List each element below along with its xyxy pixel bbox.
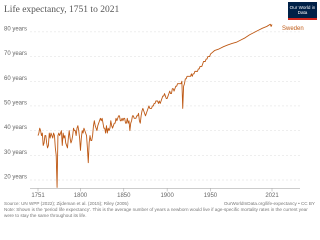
- url: OurWorldInData.org/life-expectancy • CC …: [224, 201, 315, 206]
- logo-underline: [288, 18, 317, 20]
- series-line: [37, 23, 273, 188]
- y-tick-label: 30 years: [4, 150, 27, 156]
- y-tick-label: 70 years: [4, 51, 27, 57]
- x-tick-label: 1950: [204, 193, 218, 199]
- x-tick-label: 1900: [160, 193, 174, 199]
- y-tick-label: 80 years: [4, 26, 27, 32]
- chart-title: Life expectancy, 1751 to 2021: [4, 4, 119, 15]
- x-tick-label: 2021: [265, 193, 279, 199]
- x-tick-label: 1751: [31, 193, 45, 199]
- logo: Our World in Data: [288, 2, 317, 20]
- chart: Life expectancy, 1751 to 2021 Our World …: [4, 2, 317, 218]
- series-label: Sweden: [282, 26, 304, 32]
- x-tick-label: 1850: [117, 193, 131, 199]
- logo-text-box: Our World in Data: [289, 5, 316, 15]
- x-tick-label: 1800: [74, 193, 88, 199]
- logo-text: Our World in Data: [289, 5, 316, 15]
- note-box: Note: Shown is the 'period life expectan…: [4, 207, 308, 218]
- y-tick-label: 60 years: [4, 76, 27, 82]
- y-tick-label: 40 years: [4, 125, 27, 131]
- source: Source: UN WPP (2022); Zijdeman et al. (…: [4, 201, 129, 206]
- y-tick-label: 20 years: [4, 175, 27, 181]
- note: Note: Shown is the 'period life expectan…: [4, 207, 308, 218]
- logo-box: [288, 2, 317, 20]
- y-tick-label: 50 years: [4, 101, 27, 107]
